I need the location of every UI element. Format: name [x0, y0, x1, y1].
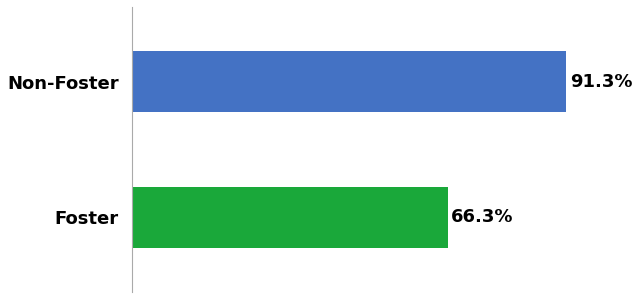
Text: 66.3%: 66.3%	[451, 208, 514, 226]
Bar	[132, 51, 566, 112]
Bar	[132, 187, 447, 248]
Text: 91.3%: 91.3%	[570, 73, 633, 91]
